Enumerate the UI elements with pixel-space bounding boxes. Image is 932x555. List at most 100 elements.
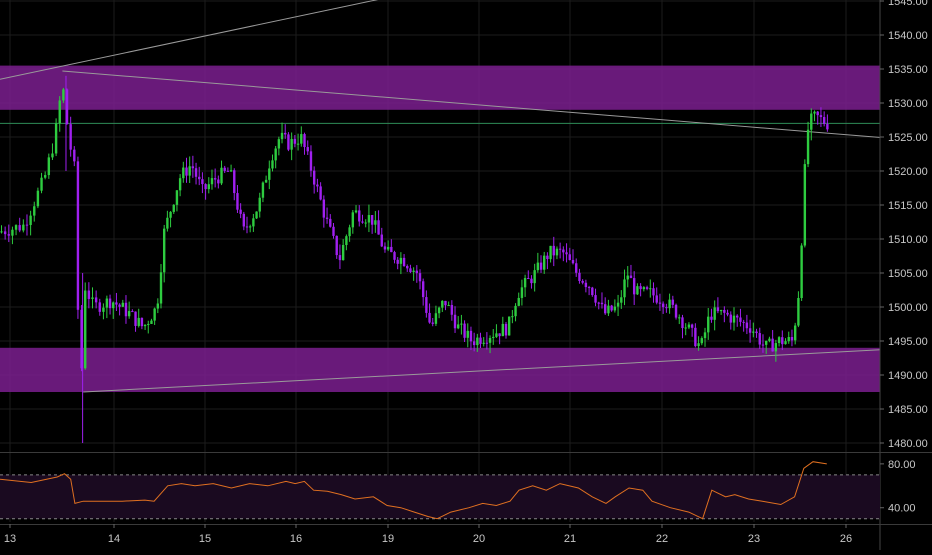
candle-up xyxy=(636,283,639,295)
candle-down xyxy=(194,162,198,185)
candle-body xyxy=(361,221,364,223)
candle-up xyxy=(0,225,3,234)
candle-body xyxy=(62,89,65,101)
candle-body xyxy=(201,179,204,185)
candle-body xyxy=(40,177,43,191)
candle-body xyxy=(504,323,508,336)
candle-down xyxy=(76,156,80,319)
candle-body xyxy=(277,139,281,149)
candle-body xyxy=(69,124,72,150)
candle-up xyxy=(460,314,463,335)
candle-body xyxy=(293,138,297,144)
candle-up xyxy=(687,322,691,330)
candle-up xyxy=(36,187,40,209)
candle-body xyxy=(450,304,454,315)
candle-body xyxy=(374,220,377,225)
candle-up xyxy=(300,126,303,147)
candle-down xyxy=(80,305,83,372)
candle-up xyxy=(188,156,191,184)
candle-body xyxy=(108,298,112,309)
candle-down xyxy=(736,314,739,327)
candle-up xyxy=(623,269,626,306)
candle-down xyxy=(755,328,758,338)
candle-body xyxy=(7,234,10,236)
candle-down xyxy=(421,278,425,306)
candle-down xyxy=(469,326,473,350)
time-tick-label: 16 xyxy=(290,533,302,545)
candle-body xyxy=(571,260,575,264)
trend-line xyxy=(62,70,892,139)
candle-body xyxy=(752,331,755,333)
candle-body xyxy=(558,248,562,250)
candle-body xyxy=(264,179,268,183)
candle-body xyxy=(335,235,338,256)
candle-up xyxy=(555,246,559,260)
candle-body xyxy=(681,317,684,329)
candle-body xyxy=(434,313,438,324)
candle-body xyxy=(495,333,498,337)
candle-body xyxy=(690,324,694,328)
candle-down xyxy=(463,320,466,343)
candle-down xyxy=(539,255,543,273)
trend-line xyxy=(83,348,892,393)
price-tick-label: 1500.00 xyxy=(888,302,928,314)
candle-up xyxy=(47,153,51,179)
candle-body xyxy=(822,117,826,124)
candle-down xyxy=(185,157,188,183)
candle-down xyxy=(591,286,594,297)
candle-body xyxy=(220,167,223,184)
candle-body xyxy=(774,343,778,352)
candle-body xyxy=(488,337,492,343)
candle-down xyxy=(94,290,98,309)
time-tick-label: 20 xyxy=(473,533,485,545)
candle-down xyxy=(546,252,549,270)
price-tick-label: 1480.00 xyxy=(888,438,928,450)
candle-body xyxy=(415,270,419,274)
candle-up xyxy=(466,323,469,348)
candle-body xyxy=(444,300,447,306)
candle-up xyxy=(207,177,210,194)
candle-down xyxy=(287,132,290,152)
candle-down xyxy=(716,297,720,314)
candle-body xyxy=(584,282,588,288)
candle-body xyxy=(498,333,501,337)
candle-down xyxy=(629,264,633,279)
candle-body xyxy=(684,327,687,329)
candle-body xyxy=(466,330,469,338)
candle-body xyxy=(781,337,784,345)
candle-body xyxy=(316,184,319,187)
candle-body xyxy=(658,302,662,304)
candle-down xyxy=(671,295,675,309)
price-tick-label: 1525.00 xyxy=(888,132,928,144)
candle-down xyxy=(571,249,575,265)
candle-up xyxy=(351,210,355,234)
candle-up xyxy=(367,204,371,233)
candle-down xyxy=(65,88,69,125)
candle-down xyxy=(204,183,207,200)
candle-down xyxy=(239,203,242,219)
price-tick-label: 1510.00 xyxy=(888,234,928,246)
price-tick-label: 1515.00 xyxy=(888,200,928,212)
candle-down xyxy=(565,243,568,263)
candle-body xyxy=(159,272,163,304)
candle-down xyxy=(73,146,76,167)
candle-down xyxy=(69,116,72,157)
candle-body xyxy=(527,278,530,280)
candle-body xyxy=(447,304,450,306)
candle-up xyxy=(492,329,495,345)
candle-down xyxy=(134,311,137,332)
candle-body xyxy=(29,215,32,225)
candle-up xyxy=(507,316,511,336)
candle-up xyxy=(649,279,652,298)
candle-body xyxy=(156,303,160,309)
candle-body xyxy=(771,338,774,352)
candle-down xyxy=(118,303,121,316)
candle-up xyxy=(91,287,94,309)
candle-up xyxy=(787,331,790,344)
candle-up xyxy=(620,290,623,309)
candle-down xyxy=(87,282,91,309)
candle-body xyxy=(105,298,109,308)
time-tick-label: 19 xyxy=(382,533,394,545)
